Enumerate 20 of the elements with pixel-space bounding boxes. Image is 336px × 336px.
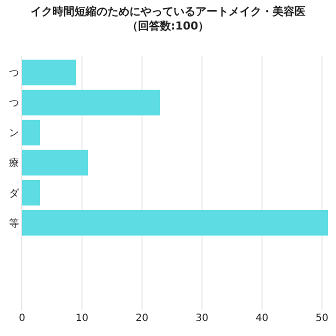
x-tick-label: 20	[136, 313, 148, 324]
chart-title: イク時間短縮のためにやっているアートメイク・美容医	[30, 5, 306, 18]
y-tick-label: つ	[9, 98, 19, 110]
y-tick-label: つ	[9, 68, 19, 80]
y-tick-label: ダ	[9, 187, 20, 200]
chart-subtitle: （回答数:100）	[126, 19, 210, 32]
y-tick-label: ン	[9, 128, 19, 140]
x-tick-label: 0	[18, 313, 26, 324]
bar	[22, 120, 40, 146]
x-tick-label: 40	[256, 313, 268, 324]
y-tick-label: 等	[9, 217, 19, 230]
bar	[22, 150, 88, 176]
x-tick-label: 10	[76, 313, 88, 324]
bar	[22, 90, 160, 116]
bar	[22, 180, 40, 206]
y-tick-label: 療	[9, 157, 19, 170]
bar	[22, 60, 76, 86]
x-tick-label: 50	[316, 313, 328, 324]
x-tick-label: 30	[196, 313, 208, 324]
bar	[22, 210, 328, 236]
